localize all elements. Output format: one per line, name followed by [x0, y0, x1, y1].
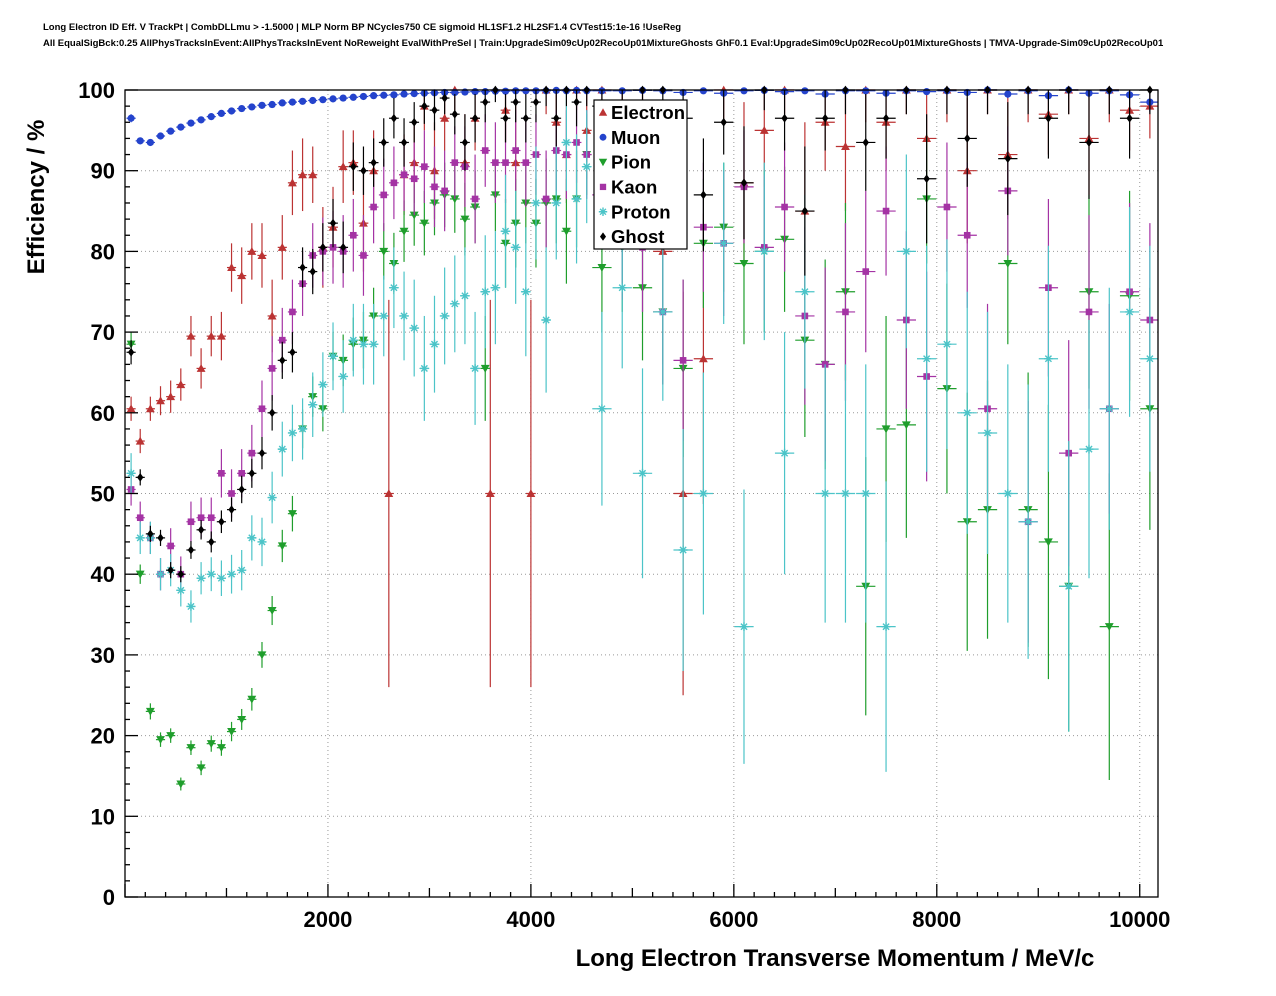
y-tick-label: 70 [91, 320, 115, 345]
legend-entry-electron: Electron [598, 102, 685, 123]
x-axis-title: Long Electron Transverse Momentum / MeV/… [576, 945, 1095, 972]
y-tick-label: 80 [91, 239, 115, 264]
y-tick-label: 100 [78, 78, 115, 103]
legend-entry-pion: Pion [598, 152, 651, 173]
y-axis-title: Efficiency / % [23, 120, 50, 275]
y-tick-label: 30 [91, 643, 115, 668]
series-proton [126, 94, 1158, 772]
legend-entry-proton: Proton [598, 201, 671, 222]
legend-label: Muon [611, 127, 660, 148]
legend-label: Kaon [611, 176, 657, 197]
legend-entry-muon: Muon [599, 127, 660, 148]
y-tick-label: 0 [103, 885, 115, 910]
x-tick-label: 10000 [1109, 907, 1170, 932]
legend-label: Pion [611, 152, 651, 173]
y-tick-label: 50 [91, 482, 115, 507]
y-tick-label: 40 [91, 562, 115, 587]
tick-labels: 0 10 20 30 40 50 60 70 80 90 100 2000 4000 6000 8000 10… [78, 78, 1170, 932]
legend-box [593, 99, 688, 250]
plot-config-line1: Long Electron ID Eff. V TrackPt | CombDL… [43, 22, 682, 33]
y-tick-label: 60 [91, 401, 115, 426]
gridlines [125, 90, 1158, 897]
legend-label: Ghost [611, 226, 664, 247]
x-tick-label: 6000 [709, 907, 758, 932]
y-tick-label: 10 [91, 804, 115, 829]
y-tick-label: 20 [91, 724, 115, 749]
x-tick-label: 2000 [303, 907, 352, 932]
legend-label: Proton [611, 201, 671, 222]
legend-label: Electron [611, 102, 685, 123]
legend: Electron Muon Pion Kaon Proton Ghost [593, 99, 688, 250]
y-tick-label: 90 [91, 159, 115, 184]
plot-config-line2: All EqualSigBck:0.25 AllPhysTracksInEven… [43, 38, 1164, 49]
x-tick-label: 8000 [912, 907, 961, 932]
axis-ticks [124, 89, 1141, 898]
legend-entry-ghost: Ghost [599, 226, 664, 247]
legend-entry-kaon: Kaon [599, 176, 657, 197]
x-tick-label: 4000 [506, 907, 555, 932]
